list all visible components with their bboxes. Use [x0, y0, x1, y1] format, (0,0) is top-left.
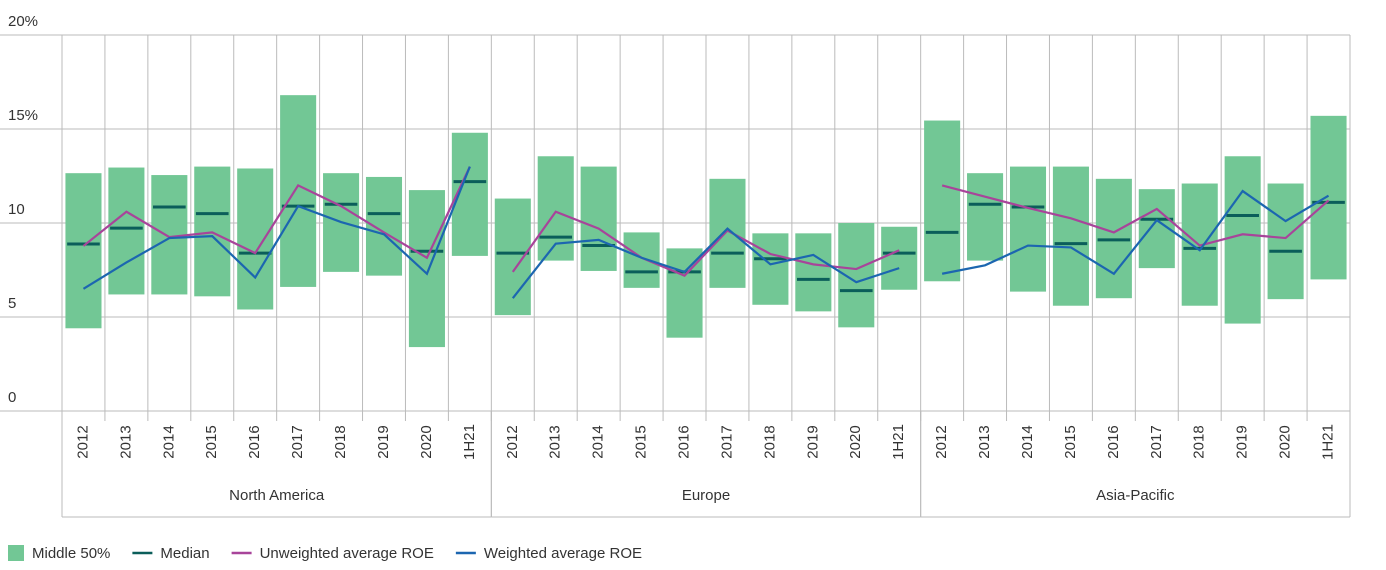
- x-tick-label: 2014: [590, 425, 607, 458]
- range-bar: [1267, 183, 1304, 300]
- x-tick-label: 2018: [1191, 425, 1208, 458]
- x-tick-label: 2016: [1105, 425, 1122, 458]
- x-tick-label: 2019: [1234, 425, 1251, 458]
- x-tick-label: 2015: [203, 425, 220, 458]
- x-tick-label: 2020: [418, 425, 435, 458]
- x-tick-label: 2017: [289, 425, 306, 458]
- x-tick-label: 2019: [804, 425, 821, 458]
- x-tick-label: 2018: [332, 425, 349, 458]
- x-tick-label: 2012: [933, 425, 950, 458]
- series-line: [941, 189, 1330, 276]
- x-tick-label: 2013: [547, 425, 564, 458]
- y-tick-label: 10: [8, 201, 25, 218]
- x-tick-label: 2015: [633, 425, 650, 458]
- y-tick-label: 15%: [8, 107, 38, 124]
- legend-label: Weighted average ROE: [484, 545, 642, 562]
- series-line: [941, 184, 1330, 247]
- group-label: Asia-Pacific: [1096, 487, 1175, 504]
- range-bar: [709, 178, 746, 288]
- x-tick-label: 2017: [1148, 425, 1165, 458]
- range-bar: [365, 176, 403, 276]
- legend-label: Median: [160, 545, 209, 562]
- series-line: [82, 166, 471, 260]
- series-line: [511, 227, 900, 299]
- range-bar: [1224, 156, 1261, 324]
- x-tick-label: 2014: [1019, 425, 1036, 458]
- series-line: [511, 210, 900, 277]
- x-tick-label: 2016: [246, 425, 263, 458]
- range-bar: [237, 168, 274, 310]
- range-bar: [795, 233, 832, 312]
- range-bar: [967, 173, 1004, 261]
- x-tick-label: 2013: [117, 425, 134, 458]
- group-label: Europe: [682, 487, 730, 504]
- x-tick-label: 1H21: [1320, 424, 1337, 460]
- range-bar: [108, 167, 145, 295]
- y-tick-label: 20%: [8, 13, 38, 30]
- x-tick-label: 2012: [74, 425, 91, 458]
- legend-label: Middle 50%: [32, 545, 110, 562]
- range-bar: [924, 120, 961, 282]
- y-tick-label: 0: [8, 389, 16, 406]
- range-bar: [408, 190, 445, 348]
- x-tick-label: 2020: [847, 425, 864, 458]
- range-bar: [1052, 166, 1089, 306]
- range-bar: [580, 166, 617, 271]
- x-tick-label: 2015: [1062, 425, 1079, 458]
- group-label: North America: [229, 487, 325, 504]
- x-tick-label: 2020: [1277, 425, 1294, 458]
- legend-label: Unweighted average ROE: [260, 545, 434, 562]
- y-tick-label: 5: [8, 295, 16, 312]
- x-tick-label: 2013: [976, 425, 993, 458]
- x-tick-label: 2017: [718, 425, 735, 458]
- range-bar: [65, 173, 102, 329]
- x-tick-label: 2016: [676, 425, 693, 458]
- range-bar: [623, 232, 660, 288]
- x-tick-label: 2018: [761, 425, 778, 458]
- legend-swatch: [8, 545, 24, 561]
- x-tick-label: 2019: [375, 425, 392, 458]
- series-line: [82, 166, 471, 290]
- range-bar: [1310, 115, 1347, 280]
- range-bar: [1009, 166, 1047, 292]
- x-tick-label: 2014: [160, 425, 177, 458]
- range-bar: [752, 233, 789, 305]
- x-tick-label: 1H21: [461, 424, 478, 460]
- x-tick-label: 2012: [504, 425, 521, 458]
- x-tick-label: 1H21: [890, 424, 907, 460]
- range-bar: [881, 226, 918, 290]
